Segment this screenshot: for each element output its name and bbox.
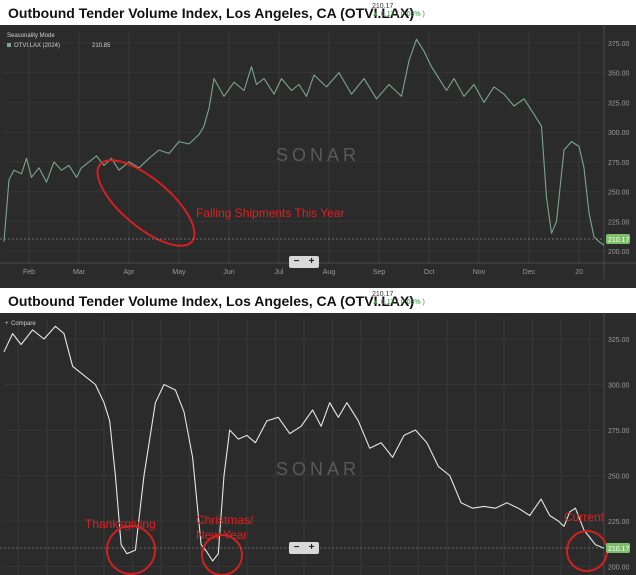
y-tick-label: 250.00 xyxy=(608,473,630,480)
annotation-falling-shipments: Falling Shipments This Year xyxy=(196,206,345,220)
x-tick-label: Oct xyxy=(424,269,435,276)
y-tick-label: 300.00 xyxy=(608,383,630,390)
current-value-badge xyxy=(606,542,630,553)
current-value-label: 210.17 xyxy=(608,546,630,553)
chart-title: Outbound Tender Volume Index, Los Angele… xyxy=(8,5,415,21)
x-tick-label: Nov xyxy=(473,269,486,276)
legend-mode: Seasonality Mode xyxy=(7,33,55,39)
legend: + Compare xyxy=(5,321,36,327)
compare-icon: + xyxy=(5,321,9,327)
chart-plot[interactable]: SONAR + Compare Thanksgiving Christmas/ … xyxy=(0,313,636,575)
x-tick-label: Sep xyxy=(373,269,386,276)
price-readout: 210.17 ▲ 0.17 ( 0.08% ) xyxy=(372,291,425,307)
x-tick-label: Mar xyxy=(73,269,86,276)
x-tick-label: Jul xyxy=(275,269,284,276)
price-value: 210.17 xyxy=(372,3,394,10)
annotation-new-year: New Year xyxy=(196,528,247,542)
current-value-badge xyxy=(606,234,630,245)
zoom-out-button[interactable]: − xyxy=(293,542,300,553)
y-tick-label: 325.00 xyxy=(608,100,630,107)
highlight-circle-thanksgiving xyxy=(106,525,156,575)
highlight-ellipse xyxy=(96,159,196,247)
annotation-christmas: Christmas/ xyxy=(196,513,254,527)
zoom-control: − + xyxy=(289,256,319,268)
price-change: 0.17 ( 0.08% ) xyxy=(380,299,425,306)
legend-series-value: 210.85 xyxy=(92,43,111,49)
y-tick-label: 250.00 xyxy=(608,190,630,197)
x-tick-label: Apr xyxy=(124,269,136,276)
y-tick-label: 225.00 xyxy=(608,519,630,526)
current-value-label: 210.17 xyxy=(608,237,630,244)
watermark: SONAR xyxy=(276,459,360,479)
chart-header: Outbound Tender Volume Index, Los Angele… xyxy=(0,0,636,25)
chart-panel-bottom: Outbound Tender Volume Index, Los Angele… xyxy=(0,288,636,575)
legend: Seasonality Mode OTVI.LAX (2024) 210.85 xyxy=(7,33,111,49)
annotation-current: Current xyxy=(564,510,605,524)
y-tick-label: 225.00 xyxy=(608,219,630,226)
y-tick-label: 300.00 xyxy=(608,130,630,137)
up-arrow-icon: ▲ xyxy=(372,299,379,306)
y-tick-label: 275.00 xyxy=(608,428,630,435)
chart-title: Outbound Tender Volume Index, Los Angele… xyxy=(8,293,415,309)
x-tick-label: Dec xyxy=(523,269,536,276)
legend-series-label: OTVI.LAX (2024) xyxy=(14,43,60,49)
chart-plot[interactable]: SONAR Seasonality Mode OTVI.LAX (2024) 2… xyxy=(0,25,636,288)
highlight-circle-christmas xyxy=(201,534,243,575)
zoom-out-button[interactable]: − xyxy=(293,256,300,267)
zoom-in-button[interactable]: + xyxy=(308,256,315,267)
legend-swatch xyxy=(7,43,11,47)
legend-compare-label: Compare xyxy=(11,321,36,327)
series-line xyxy=(3,325,605,562)
y-tick-label: 200.00 xyxy=(608,249,630,256)
up-arrow-icon: ▲ xyxy=(372,11,379,18)
chart-header: Outbound Tender Volume Index, Los Angele… xyxy=(0,288,636,313)
annotation-thanksgiving: Thanksgiving xyxy=(85,517,156,531)
price-readout: 210.17 ▲ 0.17 ( 0.08% ) xyxy=(372,3,425,19)
y-tick-label: 325.00 xyxy=(608,337,630,344)
watermark: SONAR xyxy=(276,145,360,165)
highlight-circle-current xyxy=(566,530,608,572)
y-tick-label: 375.00 xyxy=(608,41,630,48)
zoom-in-button[interactable]: + xyxy=(308,542,315,553)
y-tick-label: 350.00 xyxy=(608,71,630,78)
x-tick-label: 20 xyxy=(575,269,583,276)
x-tick-label: May xyxy=(172,269,186,276)
y-tick-label: 200.00 xyxy=(608,564,630,571)
x-tick-label: Aug xyxy=(323,269,336,276)
x-tick-label: Jun xyxy=(223,269,234,276)
price-change: 0.17 ( 0.08% ) xyxy=(380,11,425,18)
price-value: 210.17 xyxy=(372,291,394,298)
y-tick-label: 275.00 xyxy=(608,160,630,167)
zoom-control: − + xyxy=(289,542,319,554)
series-line xyxy=(3,38,605,246)
x-tick-label: Feb xyxy=(23,269,35,276)
chart-panel-top: Outbound Tender Volume Index, Los Angele… xyxy=(0,0,636,288)
